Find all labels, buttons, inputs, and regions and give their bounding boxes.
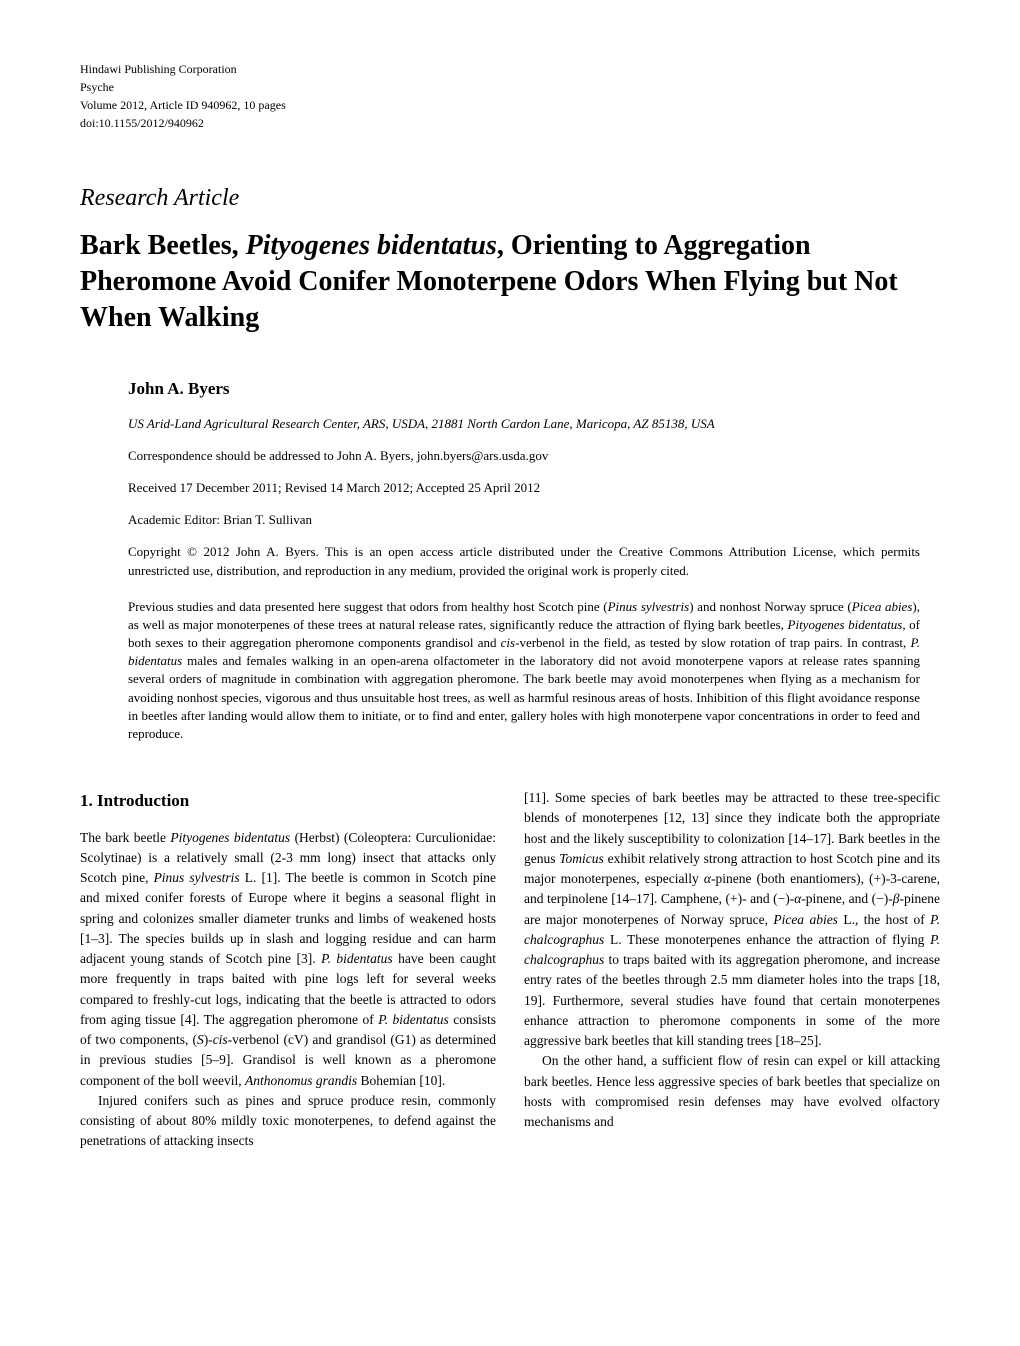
introduction-heading: 1. Introduction xyxy=(80,788,496,814)
body-paragraph: On the other hand, a sufficient flow of … xyxy=(524,1051,940,1132)
volume-info: Volume 2012, Article ID 940962, 10 pages xyxy=(80,96,940,114)
body-columns: 1. Introduction The bark beetle Pityogen… xyxy=(80,788,940,1152)
publisher: Hindawi Publishing Corporation xyxy=(80,60,940,78)
academic-editor: Academic Editor: Brian T. Sullivan xyxy=(128,511,940,529)
article-type: Research Article xyxy=(80,182,940,216)
author-name: John A. Byers xyxy=(128,377,940,401)
doi: doi:10.1155/2012/940962 xyxy=(80,114,940,132)
body-paragraph: The bark beetle Pityogenes bidentatus (H… xyxy=(80,828,496,1091)
header-info: Hindawi Publishing Corporation Psyche Vo… xyxy=(80,60,940,132)
title-species: Pityogenes bidentatus xyxy=(246,230,497,261)
left-column: 1. Introduction The bark beetle Pityogen… xyxy=(80,788,496,1152)
copyright-notice: Copyright © 2012 John A. Byers. This is … xyxy=(128,543,940,579)
correspondence: Correspondence should be addressed to Jo… xyxy=(128,447,940,465)
title-part1: Bark Beetles, xyxy=(80,230,246,261)
article-title: Bark Beetles, Pityogenes bidentatus, Ori… xyxy=(80,228,940,337)
body-paragraph: [11]. Some species of bark beetles may b… xyxy=(524,788,940,1051)
article-dates: Received 17 December 2011; Revised 14 Ma… xyxy=(128,479,940,497)
abstract: Previous studies and data presented here… xyxy=(128,598,940,744)
right-column: [11]. Some species of bark beetles may b… xyxy=(524,788,940,1152)
journal: Psyche xyxy=(80,78,940,96)
affiliation: US Arid-Land Agricultural Research Cente… xyxy=(128,415,940,433)
body-paragraph: Injured conifers such as pines and spruc… xyxy=(80,1091,496,1152)
